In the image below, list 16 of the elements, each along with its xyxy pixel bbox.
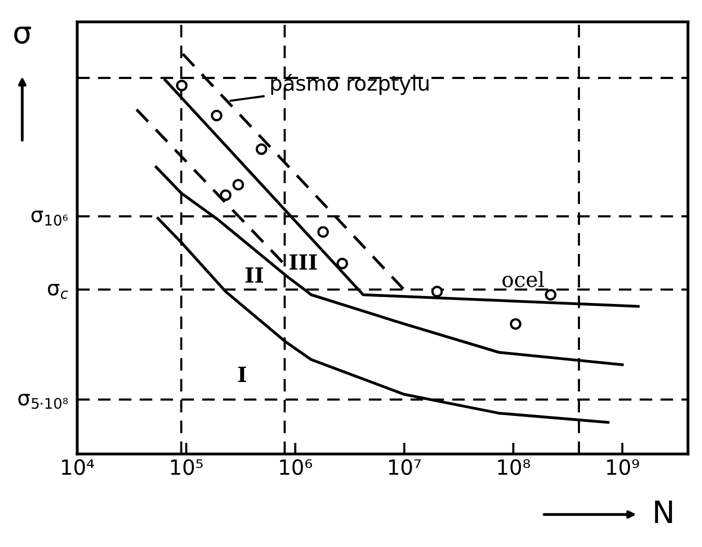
ref-line-label: σ$_{10⁶}$ xyxy=(31,210,68,226)
ref-line-label: σ$_{c}$ xyxy=(48,284,68,299)
x-tick-label: 10⁷ xyxy=(389,459,421,475)
x-tick-label: 10⁹ xyxy=(607,459,639,475)
annotation: pásmo rozptylu xyxy=(271,74,428,95)
annotation: II xyxy=(246,267,264,283)
y-axis-title: σ xyxy=(14,26,32,44)
ref-line-label: σ$_{5·10⁸}$ xyxy=(18,394,68,409)
x-axis-title: N xyxy=(655,500,672,523)
x-tick-label: 10⁴ xyxy=(62,459,94,475)
annotation: I xyxy=(238,366,246,382)
annotation: ocel xyxy=(502,271,544,288)
annotation: III xyxy=(290,254,317,270)
x-tick-label: 10⁸ xyxy=(498,459,530,475)
x-tick-label: 10⁵ xyxy=(171,459,203,475)
x-tick-label: 10⁶ xyxy=(280,459,312,475)
